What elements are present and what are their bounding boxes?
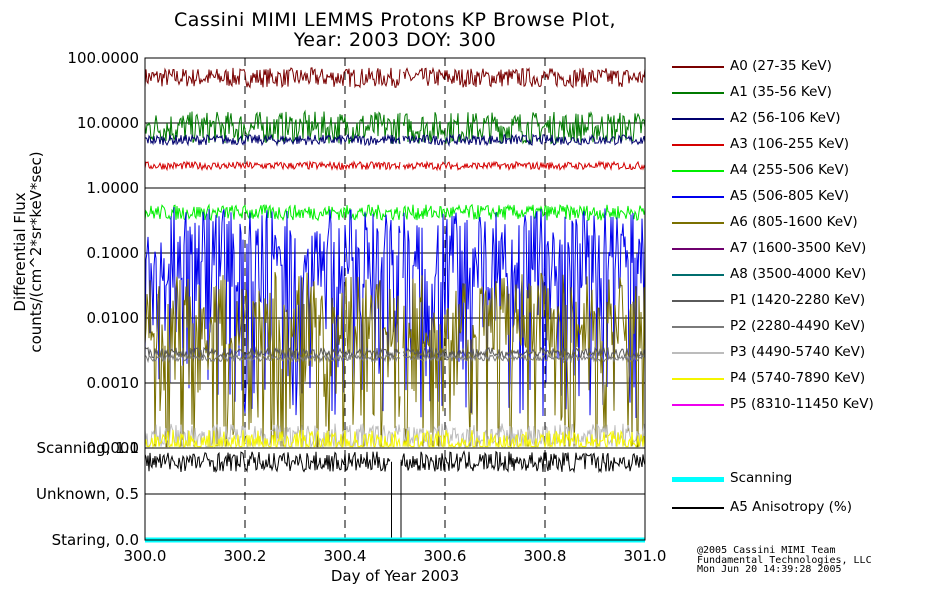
- legend-swatch: [672, 144, 724, 146]
- y-tick-label: Unknown, 0.5: [36, 485, 139, 503]
- legend-label: A5 (506-805 KeV): [730, 188, 850, 204]
- legend-label: P1 (1420-2280 KeV): [730, 292, 866, 308]
- legend-swatch: [672, 66, 724, 68]
- legend-label: A1 (35-56 KeV): [730, 84, 832, 100]
- legend-swatch: [672, 352, 724, 354]
- y-axis-label: Differential Flux: [11, 192, 29, 311]
- legend-swatch: [672, 404, 724, 406]
- legend-swatch: [672, 300, 724, 302]
- mode-panel: [144, 447, 646, 543]
- legend-swatch: [672, 507, 724, 509]
- legend-label: P4 (5740-7890 KeV): [730, 370, 866, 386]
- series-a3-line: [144, 160, 646, 172]
- legend-swatch: [672, 477, 724, 482]
- x-axis-label: Day of Year 2003: [331, 567, 459, 585]
- x-tick-label: 300.6: [424, 547, 467, 565]
- legend-label: A7 (1600-3500 KeV): [730, 240, 867, 256]
- series-a4-line: [144, 203, 646, 222]
- plot-frame: [144, 57, 646, 541]
- legend-swatch: [672, 248, 724, 250]
- legend-swatch: [672, 170, 724, 172]
- x-tick-label: 301.0: [624, 547, 667, 565]
- chart-title-line1: Cassini MIMI LEMMS Protons KP Browse Plo…: [173, 9, 617, 31]
- legend-swatch: [672, 118, 724, 120]
- y-tick-label: 0.0100: [87, 309, 140, 327]
- y-tick-label: 0.0001: [87, 439, 140, 457]
- legend-swatch: [672, 92, 724, 94]
- credit-line: @2005 Cassini MIMI Team: [697, 545, 836, 556]
- x-tick-label: 300.4: [324, 547, 367, 565]
- legend-label: P2 (2280-4490 KeV): [730, 318, 866, 334]
- credits: @2005 Cassini MIMI Team Fundamental Tech…: [697, 546, 872, 575]
- y-tick-label: 1.0000: [87, 179, 140, 197]
- y-tick-label: 0.1000: [87, 244, 140, 262]
- legend-label: P3 (4490-5740 KeV): [730, 344, 866, 360]
- credit-line: Fundamental Technologies, LLC: [697, 554, 872, 566]
- legend-label: A3 (106-255 KeV): [730, 136, 850, 152]
- anisotropy-line: [144, 450, 646, 474]
- legend-label: A2 (56-106 KeV): [730, 110, 841, 126]
- credit-line: Mon Jun 20 14:39:28 2005: [697, 564, 842, 575]
- series-p2-line: [144, 353, 646, 364]
- x-tick-label: 300.0: [124, 547, 167, 565]
- chart-title-line2: Year: 2003 DOY: 300: [293, 29, 497, 51]
- legend-label: A5 Anisotropy (%): [730, 499, 852, 515]
- legend-label: A4 (255-506 KeV): [730, 162, 850, 178]
- legend-swatch: [672, 326, 724, 328]
- axes: 100.0000 10.0000 1.0000 0.1000 0.0100 0.0010 0…: [11, 49, 666, 585]
- series-p4-line: [144, 429, 646, 449]
- legend-swatch: [672, 378, 724, 380]
- legend-swatch: [672, 222, 724, 224]
- legend-label: A0 (27-35 KeV): [730, 58, 832, 74]
- legend-swatch: [672, 196, 724, 198]
- y-tick-label: Staring, 0.0: [52, 531, 139, 549]
- y-tick-label: Scanning, 1.0: [36, 439, 139, 457]
- legend-label: A6 (805-1600 KeV): [730, 214, 858, 230]
- series-a0-line: [144, 66, 646, 89]
- x-tick-label: 300.2: [224, 547, 267, 565]
- legend-swatch: [672, 274, 724, 276]
- y-axis-label: counts/(cm^2*sr*keV*sec): [27, 151, 45, 352]
- legend-label: A8 (3500-4000 KeV): [730, 266, 867, 282]
- series-a1-line: [144, 109, 646, 145]
- legend-label: P5 (8310-11450 KeV): [730, 396, 874, 412]
- y-tick-label: 0.0010: [87, 374, 140, 392]
- series-a2-line: [144, 133, 646, 147]
- x-tick-label: 300.8: [524, 547, 567, 565]
- y-tick-label: 100.0000: [67, 49, 139, 67]
- legend-label: Scanning: [730, 470, 793, 486]
- flux-panel: [144, 57, 646, 540]
- y-tick-label: 10.0000: [77, 114, 139, 132]
